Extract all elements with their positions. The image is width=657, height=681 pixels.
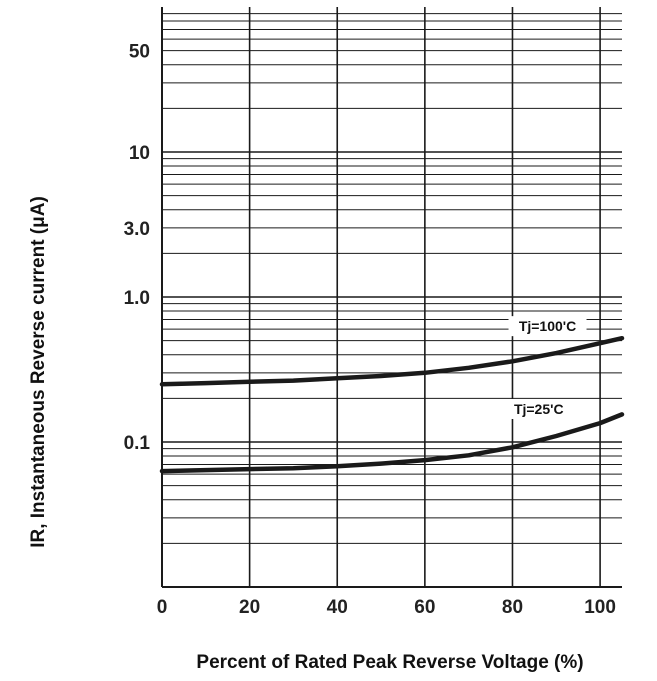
x-tick-label: 0 <box>157 597 168 618</box>
annotation-background <box>499 398 578 419</box>
x-tick-label: 60 <box>414 597 435 618</box>
annotation-background <box>508 316 587 337</box>
series-line-tj25 <box>159 412 625 474</box>
series-lines <box>159 335 625 474</box>
series-annotations: Tj=100'C Tj=25'C <box>499 316 587 419</box>
series-annotation: Tj=100'C <box>519 318 576 334</box>
y-tick-label: 10 <box>129 143 150 164</box>
series-annotation: Tj=25'C <box>514 401 564 417</box>
y-tick-labels: 0.1 1.0 3.0 10 50 <box>124 42 151 454</box>
y-axis-label: IR, Instantaneous Reverse current (μA) <box>28 196 49 548</box>
y-tick-label: 0.1 <box>124 433 151 454</box>
y-tick-label: 50 <box>129 42 150 63</box>
x-tick-label: 80 <box>502 597 523 618</box>
y-tick-label: 1.0 <box>124 288 150 309</box>
x-tick-label: 40 <box>327 597 348 618</box>
x-tick-label: 20 <box>239 597 260 618</box>
x-tick-labels: 0 20 40 60 80 100 <box>157 597 616 618</box>
y-tick-label: 3.0 <box>124 219 150 240</box>
series-line-tj100 <box>159 335 625 387</box>
x-axis-label: Percent of Rated Peak Reverse Voltage (%… <box>196 652 583 673</box>
grid-lines <box>161 7 622 588</box>
x-tick-label: 100 <box>584 597 616 618</box>
